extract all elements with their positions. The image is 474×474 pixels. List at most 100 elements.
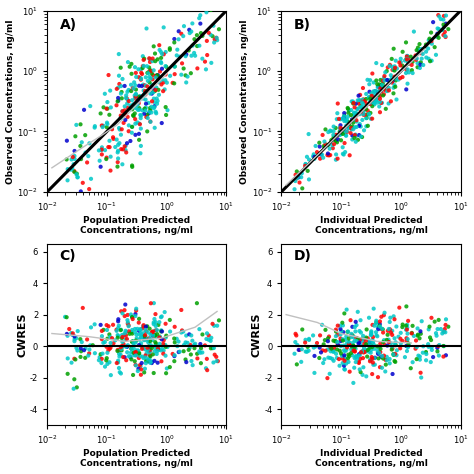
- Point: [72, 133, 79, 140]
- Point: [365, 93, 373, 101]
- Point: [107, 344, 114, 352]
- Point: [367, 356, 375, 364]
- Point: [415, 352, 422, 359]
- Point: [386, 61, 394, 69]
- Point: [132, 361, 139, 369]
- Point: [336, 322, 344, 329]
- Point: [99, 350, 106, 357]
- Point: [150, 369, 157, 377]
- Point: [356, 97, 364, 105]
- Point: [175, 36, 182, 43]
- Point: [109, 134, 117, 141]
- Point: [403, 326, 410, 333]
- Point: [114, 359, 122, 366]
- Point: [373, 59, 380, 67]
- Point: [378, 88, 385, 95]
- Point: [209, 32, 216, 40]
- Point: [330, 123, 337, 130]
- Point: [144, 357, 151, 365]
- Point: [122, 327, 129, 335]
- Point: [347, 106, 355, 114]
- Point: [413, 55, 420, 62]
- Point: [166, 316, 173, 324]
- Point: [349, 117, 356, 124]
- Point: [111, 337, 119, 344]
- Point: [115, 50, 123, 58]
- Point: [357, 368, 365, 376]
- Point: [125, 97, 133, 105]
- Point: [358, 103, 365, 111]
- Point: [336, 124, 343, 132]
- Point: [188, 332, 195, 339]
- Point: [402, 322, 410, 329]
- Point: [128, 338, 136, 346]
- Point: [442, 328, 449, 336]
- Point: [356, 350, 363, 358]
- Point: [176, 53, 183, 61]
- Point: [114, 334, 121, 342]
- Point: [357, 317, 365, 324]
- Point: [205, 3, 212, 10]
- Point: [403, 52, 411, 60]
- Point: [135, 82, 143, 90]
- Point: [368, 102, 376, 110]
- Point: [156, 73, 164, 81]
- Point: [154, 330, 161, 338]
- Point: [140, 55, 148, 63]
- Point: [374, 99, 381, 107]
- Point: [157, 346, 164, 354]
- Point: [162, 48, 170, 56]
- Point: [125, 128, 132, 135]
- Point: [69, 164, 76, 172]
- Point: [339, 322, 346, 329]
- Point: [131, 349, 139, 356]
- Point: [348, 132, 356, 139]
- Point: [213, 322, 221, 329]
- Point: [434, 25, 441, 32]
- Point: [171, 352, 178, 360]
- Point: [146, 331, 154, 338]
- Point: [352, 318, 359, 326]
- Point: [144, 346, 152, 354]
- Point: [104, 349, 111, 356]
- Point: [343, 122, 350, 129]
- Point: [428, 37, 435, 45]
- Point: [164, 343, 171, 351]
- Point: [121, 102, 128, 110]
- Point: [401, 353, 409, 361]
- Point: [334, 100, 342, 107]
- Point: [103, 119, 111, 127]
- Point: [157, 313, 165, 321]
- Point: [313, 148, 321, 156]
- Point: [403, 52, 411, 60]
- Point: [140, 110, 148, 118]
- Point: [63, 313, 71, 321]
- Point: [148, 98, 156, 105]
- Point: [185, 346, 192, 354]
- Point: [128, 356, 135, 363]
- Point: [117, 351, 124, 358]
- Point: [215, 317, 223, 324]
- Point: [205, 29, 212, 36]
- Point: [72, 356, 79, 363]
- Point: [427, 358, 435, 366]
- Point: [382, 361, 390, 368]
- Point: [330, 357, 337, 365]
- Point: [440, 12, 448, 20]
- Point: [370, 341, 378, 348]
- Point: [356, 110, 364, 118]
- Point: [162, 76, 169, 84]
- Point: [397, 62, 404, 69]
- Point: [325, 152, 333, 159]
- Point: [355, 98, 363, 105]
- Point: [338, 319, 346, 327]
- Point: [358, 348, 366, 356]
- Point: [203, 335, 210, 343]
- Point: [103, 343, 110, 351]
- Point: [125, 322, 132, 330]
- Point: [189, 337, 196, 345]
- Point: [210, 5, 218, 12]
- Point: [341, 139, 348, 147]
- Point: [125, 322, 132, 329]
- Point: [128, 328, 136, 336]
